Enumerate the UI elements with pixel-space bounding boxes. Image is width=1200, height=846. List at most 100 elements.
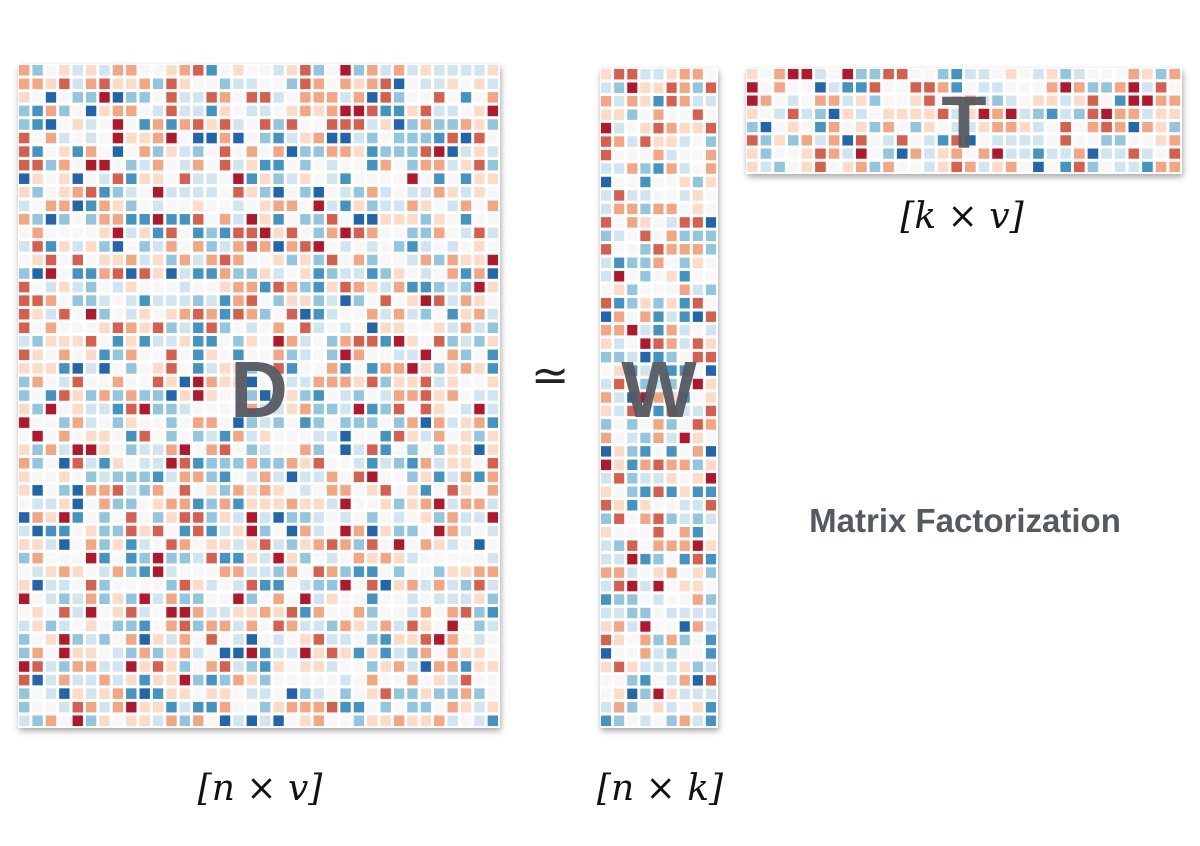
matrix-cell	[99, 376, 110, 388]
matrix-cell	[380, 417, 391, 428]
matrix-cell	[85, 430, 97, 442]
matrix-cell	[233, 173, 244, 184]
matrix-cell	[614, 244, 625, 255]
matrix-cell	[614, 405, 625, 417]
matrix-cell	[692, 432, 703, 444]
matrix-cell	[601, 122, 612, 134]
matrix-cell	[627, 351, 638, 363]
matrix-cell	[72, 634, 83, 645]
matrix-cell	[627, 82, 638, 93]
matrix-cell	[937, 148, 949, 159]
matrix-cell	[883, 82, 894, 93]
matrix-cell	[340, 146, 351, 157]
matrix-cell	[407, 159, 418, 171]
matrix-cell	[460, 159, 472, 171]
matrix-cell	[300, 200, 311, 212]
matrix-cell	[273, 593, 284, 605]
matrix-cell	[286, 322, 298, 334]
matrix-cell	[447, 254, 458, 266]
matrix-cell	[653, 405, 664, 417]
matrix-cell	[300, 349, 311, 361]
matrix-cell	[286, 715, 298, 726]
matrix-d-label: D	[230, 345, 288, 434]
matrix-cell	[72, 200, 83, 212]
matrix-cell	[487, 430, 498, 442]
matrix-cell	[152, 132, 164, 144]
matrix-cell	[126, 539, 137, 550]
matrix-cell	[420, 525, 432, 537]
matrix-cell	[666, 176, 677, 188]
matrix-cell	[59, 674, 70, 686]
matrix-cell	[760, 122, 772, 133]
matrix-cell	[666, 607, 677, 619]
matrix-cell	[85, 593, 97, 605]
matrix-cell	[246, 512, 257, 523]
matrix-cell	[420, 701, 432, 713]
matrix-cell	[965, 135, 976, 146]
matrix-cell	[1128, 69, 1140, 80]
matrix-cell	[353, 146, 365, 157]
matrix-cell	[340, 390, 351, 401]
matrix-cell	[139, 268, 150, 279]
matrix-cell	[126, 254, 137, 266]
matrix-cell	[85, 281, 97, 293]
matrix-cell	[300, 254, 311, 266]
matrix-cell	[601, 149, 612, 161]
matrix-cell	[705, 378, 716, 390]
matrix-cell	[59, 214, 70, 225]
matrix-cell	[32, 173, 43, 184]
matrix-cell	[206, 336, 217, 347]
matrix-cell	[420, 444, 432, 455]
matrix-cell	[300, 322, 311, 334]
matrix-cell	[627, 446, 638, 457]
matrix-cell	[434, 390, 445, 401]
matrix-cell	[300, 485, 311, 496]
matrix-cell	[601, 432, 612, 444]
matrix-cell	[353, 674, 365, 686]
matrix-cell	[801, 122, 813, 133]
matrix-cell	[166, 200, 177, 212]
matrix-cell	[856, 122, 867, 133]
matrix-cell	[273, 336, 284, 347]
matrix-cell	[260, 200, 271, 212]
matrix-cell	[260, 403, 271, 415]
matrix-cell	[474, 214, 485, 225]
matrix-cell	[72, 146, 83, 157]
matrix-cell	[692, 540, 703, 551]
matrix-cell	[273, 485, 284, 496]
matrix-cell	[32, 241, 43, 252]
matrix-cell	[1019, 161, 1031, 172]
matrix-cell	[434, 552, 445, 564]
matrix-cell	[434, 92, 445, 103]
matrix-cell	[152, 92, 164, 103]
matrix-cell	[166, 444, 177, 455]
matrix-cell	[152, 214, 164, 225]
matrix-cell	[326, 336, 338, 347]
matrix-cell	[367, 539, 378, 550]
matrix-cell	[1087, 82, 1099, 93]
matrix-cell	[152, 647, 164, 659]
matrix-cell	[166, 65, 177, 76]
matrix-cell	[434, 146, 445, 157]
matrix-cell	[614, 149, 625, 161]
matrix-cell	[246, 146, 257, 157]
matrix-cell	[407, 539, 418, 550]
matrix-cell	[286, 200, 298, 212]
matrix-cell	[666, 513, 677, 524]
matrix-cell	[179, 92, 191, 103]
matrix-cell	[601, 446, 612, 457]
matrix-cell	[407, 566, 418, 577]
matrix-cell	[72, 241, 83, 252]
matrix-cell	[393, 119, 405, 130]
matrix-cell	[679, 365, 690, 376]
matrix-cell	[653, 526, 664, 538]
matrix-cell	[420, 552, 432, 564]
matrix-cell	[19, 444, 30, 455]
matrix-cell	[219, 566, 231, 577]
matrix-cell	[233, 308, 244, 320]
matrix-cell	[152, 701, 164, 713]
matrix-cell	[313, 715, 324, 726]
matrix-cell	[747, 135, 758, 146]
matrix-cell	[99, 227, 110, 239]
matrix-cell	[601, 621, 612, 632]
